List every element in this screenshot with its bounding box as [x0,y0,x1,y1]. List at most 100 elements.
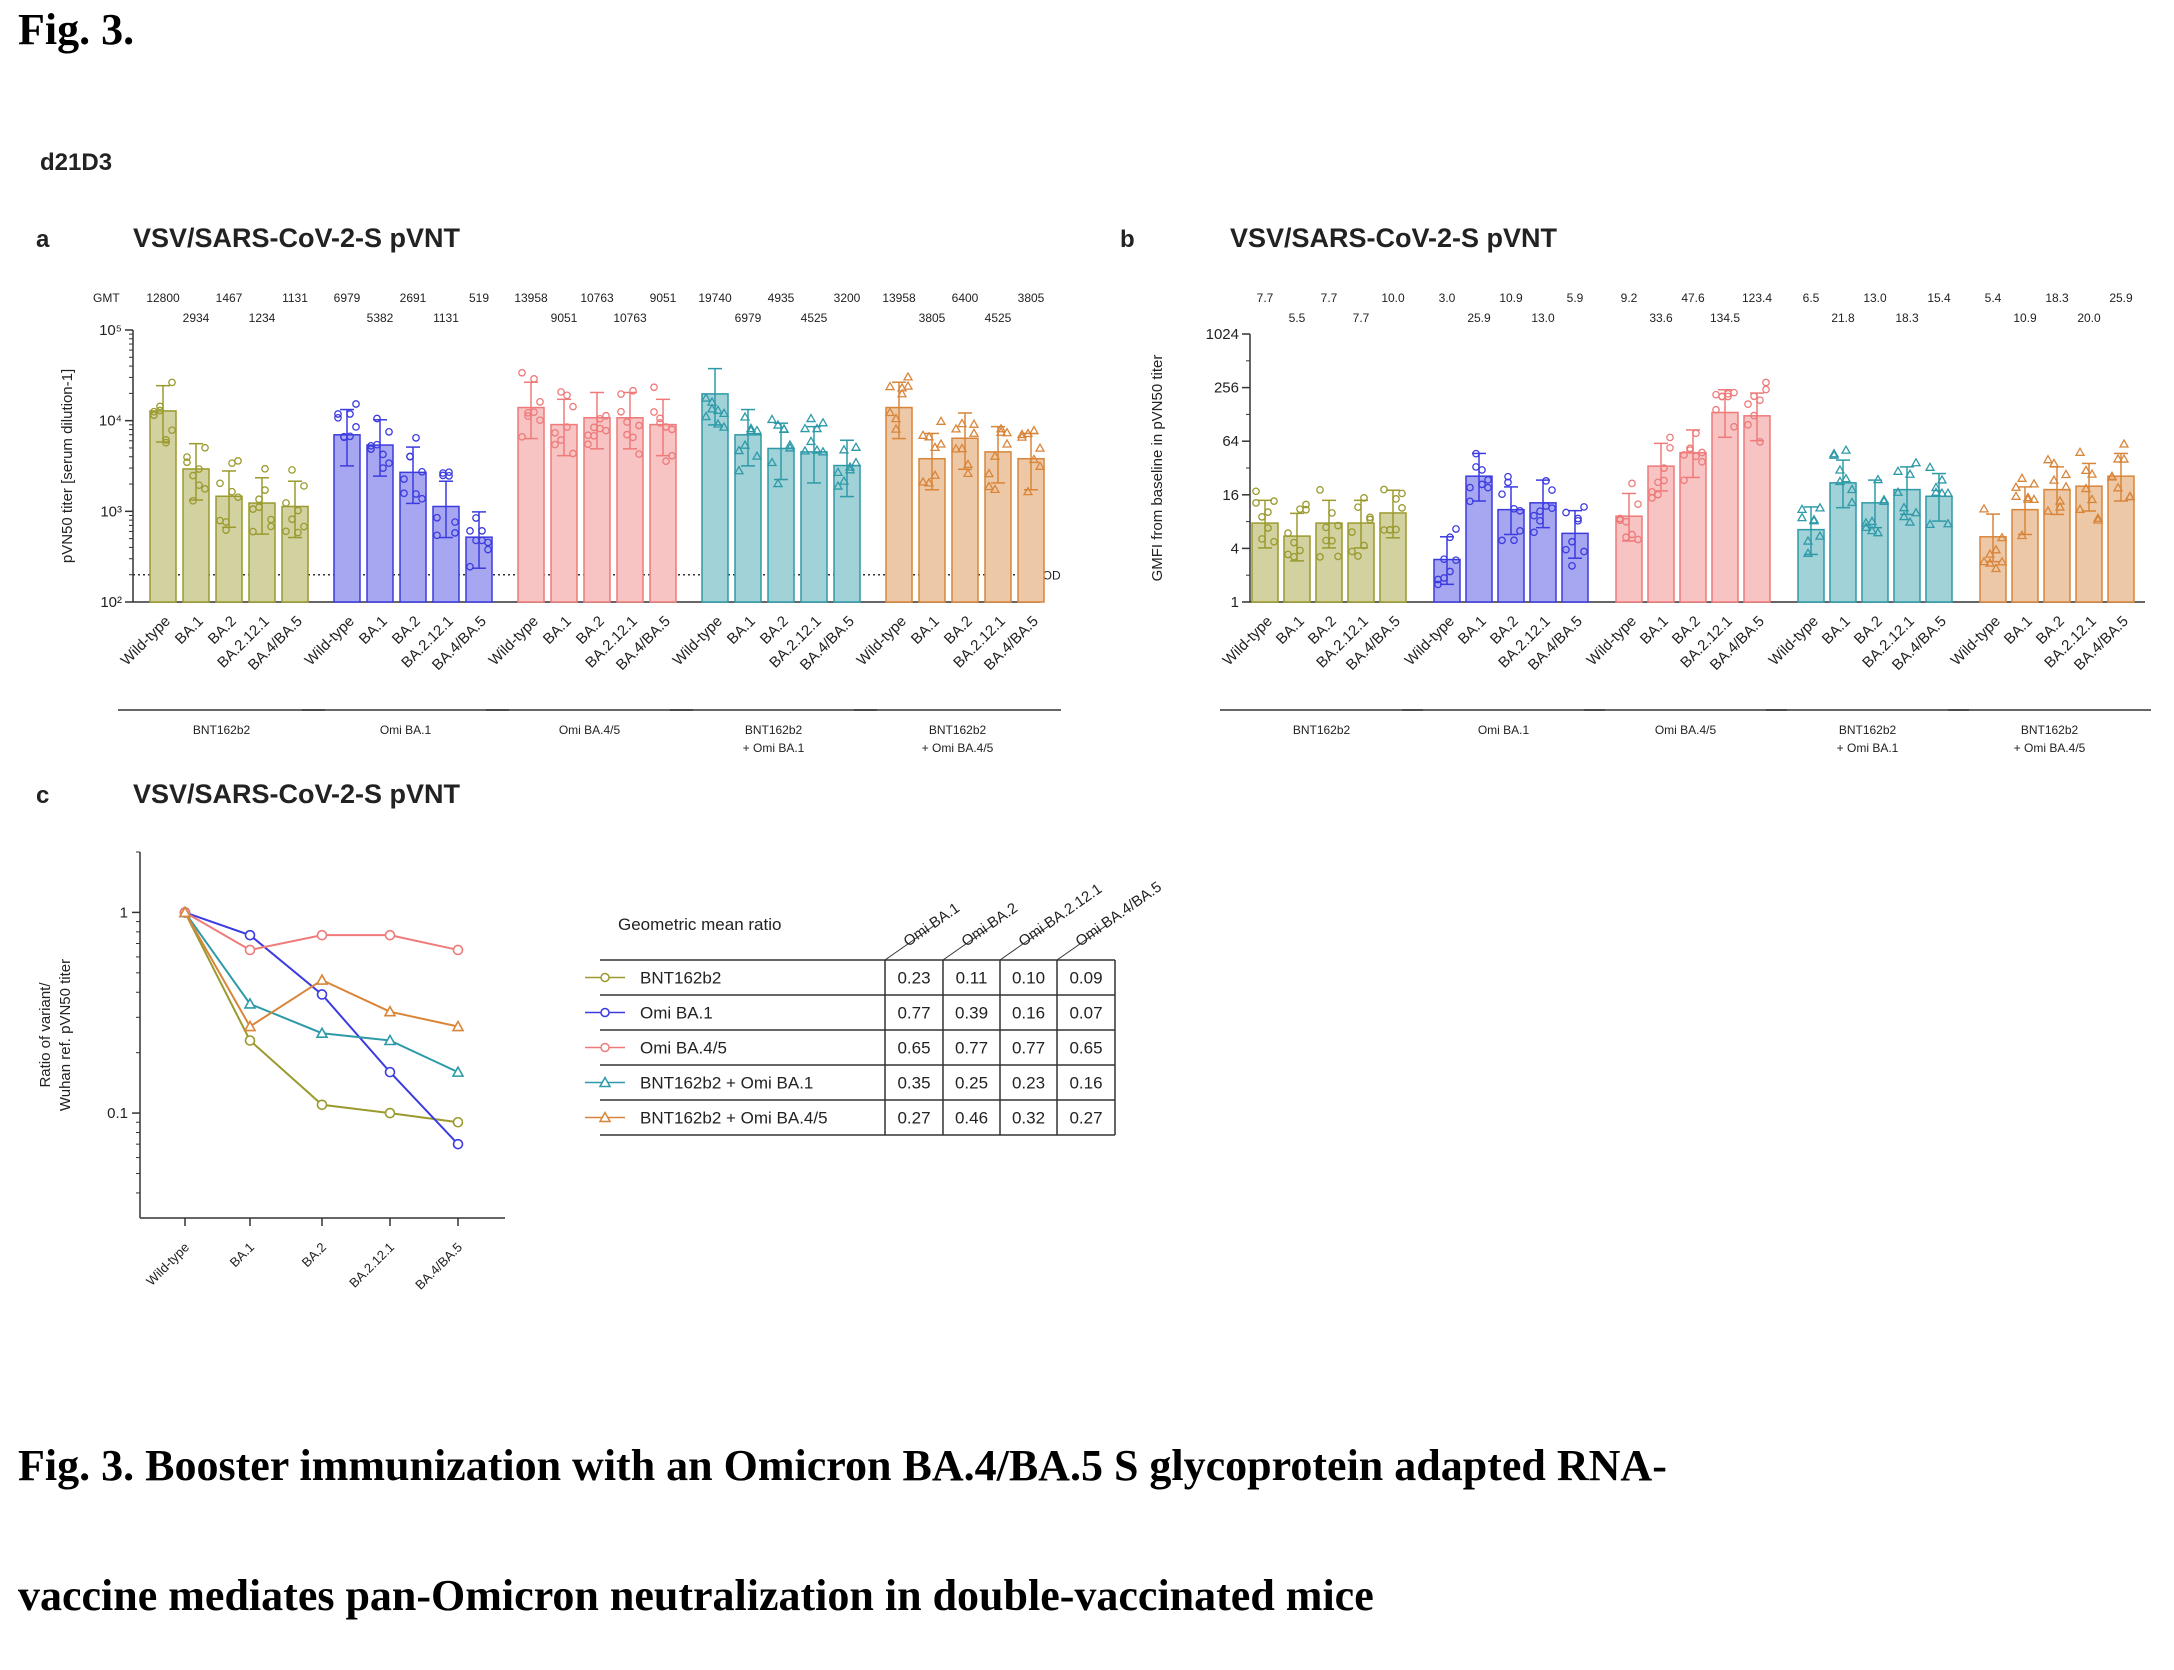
panel-b-data-point [1264,524,1272,532]
panel-b-group-label: BNT162b2 [2021,723,2079,737]
panel-a-data-point [956,443,968,453]
panel-b-data-point [1316,553,1324,561]
panel-a-data-point [373,414,381,423]
gmr-table-cell: 0.77 [1012,1039,1045,1058]
panel-b-value-label: 10.0 [1381,291,1405,305]
panel-b-data-point [2106,471,2118,481]
panel-b-value-label: 20.0 [2077,311,2101,325]
panel-a-data-point [962,468,974,478]
panel-a-group-label: BNT162b2 [929,723,987,737]
panel-b-data-point [1478,466,1486,474]
panel-a-data-point [772,478,784,488]
panel-b-data-point [1936,487,1948,497]
panel-b-data-point [1834,464,1846,474]
panel-b-data-point [1548,504,1556,513]
panel-a-data-point [418,494,426,503]
panel-a-data-point [234,457,242,465]
panel-a-data-point [294,528,302,537]
panel-a-data-point [745,423,757,433]
panel-b-data-point [2060,469,2072,479]
panel-a-data-point [300,522,308,531]
panel-b-value-label: 9.2 [1621,291,1638,305]
panel-b-data-point [2022,492,2034,502]
panel-b-data-point [1302,500,1310,509]
panel-a-data-point [995,423,1007,433]
panel-a-data-point [950,423,962,433]
panel-b-data-point [1252,499,1260,507]
panel-b-data-point [1660,464,1668,472]
panel-b-data-point [1984,557,1996,567]
panel-b-data-point [1814,502,1826,512]
gmr-table-row-label: BNT162b2 + Omi BA.1 [640,1074,813,1093]
panel-a-group-label: + Omi BA.4/5 [922,741,994,755]
panel-a-data-point [890,413,902,423]
panel-b-group-label: BNT162b2 [1839,723,1897,737]
panel-a-data-point [346,410,354,418]
panel-b-value-label: 47.6 [1681,291,1705,305]
gmr-table-row-label: Omi BA.4/5 [640,1039,727,1058]
panel-b-data-point [2028,494,2040,504]
panel-a-data-point [1001,427,1013,437]
panel-b-data-point [1750,392,1758,401]
panel-a-data-point [484,545,492,554]
panel-b-group-label: BNT162b2 [1293,723,1351,737]
panel-a-value-label: 6400 [952,291,979,305]
panel-a-data-point [662,457,670,466]
panel-b-data-point [1808,515,1820,525]
panel-a-value-label: 9051 [551,311,578,325]
panel-b-data-point [2092,514,2104,524]
panel-a-data-point [261,464,269,473]
panel-c-point [451,1065,465,1077]
gmr-table-cell: 0.27 [1069,1109,1102,1128]
panel-a-data-point [718,421,730,431]
panel-b-data-point [1936,474,1948,484]
panel-a-data-point [700,411,712,421]
panel-a-data-point [751,425,763,435]
panel-b-data-point [1380,485,1388,494]
panel-b-data-point [1536,516,1544,525]
panel-b-value-label: 18.3 [2045,291,2069,305]
panel-a-x-tick-label: Wild-type [302,613,358,669]
gmr-table-cell: 0.23 [897,969,930,988]
panel-a-title: VSV/SARS-CoV-2-S pVNT [133,223,461,253]
gmr-table-cell: 0.11 [956,969,988,988]
panel-b-x-tick-label: BA.1 [1637,613,1672,648]
panel-a-value-label: 4525 [985,311,1012,325]
panel-c-point [316,1099,328,1111]
panel-b-y-tick-label: 64 [1222,433,1239,450]
panel-a-data-point [962,459,974,469]
panel-a-data-point [968,418,980,428]
panel-a-data-point [569,402,577,411]
panel-a-data-point [551,440,559,449]
panel-c-x-tick-label: Wild-type [143,1240,192,1289]
panel-a-group-label: BNT162b2 [745,723,803,737]
panel-a-y-tick-label: 10⁴ [99,413,122,430]
panel-c-point [244,929,256,941]
panel-b-data-point [1398,504,1406,512]
panel-a-data-point [563,423,571,431]
panel-b-data-point [1872,527,1884,537]
panel-a-data-point [433,531,441,540]
panel-a-value-label: 19740 [698,291,732,305]
panel-c-y-label: Wuhan ref. pVN50 titer [57,959,74,1111]
panel-a-data-point [261,486,269,494]
panel-c-point [243,997,257,1009]
panel-b-letter: b [1120,226,1135,253]
panel-b-data-point [2124,491,2136,501]
panel-a-data-point [584,431,592,440]
panel-b-data-point [1580,547,1588,556]
panel-b-data-point [1548,486,1556,494]
panel-a-data-point [602,426,610,435]
panel-b-data-point [1284,529,1292,538]
panel-b-data-point [1686,444,1694,453]
panel-a-data-point [352,423,360,431]
panel-a-data-point [811,423,823,433]
panel-b-data-point [1984,548,1996,558]
panel-b-data-point [1910,507,1922,517]
panel-b-data-point [1510,504,1518,513]
panel-b-data-point [1440,574,1448,582]
panel-a-value-label: 1467 [216,291,243,305]
panel-b-x-tick-label: BA.1 [1819,613,1854,648]
panel-b-data-point [2010,490,2022,500]
panel-a-x-tick-label: BA.1 [908,613,943,648]
